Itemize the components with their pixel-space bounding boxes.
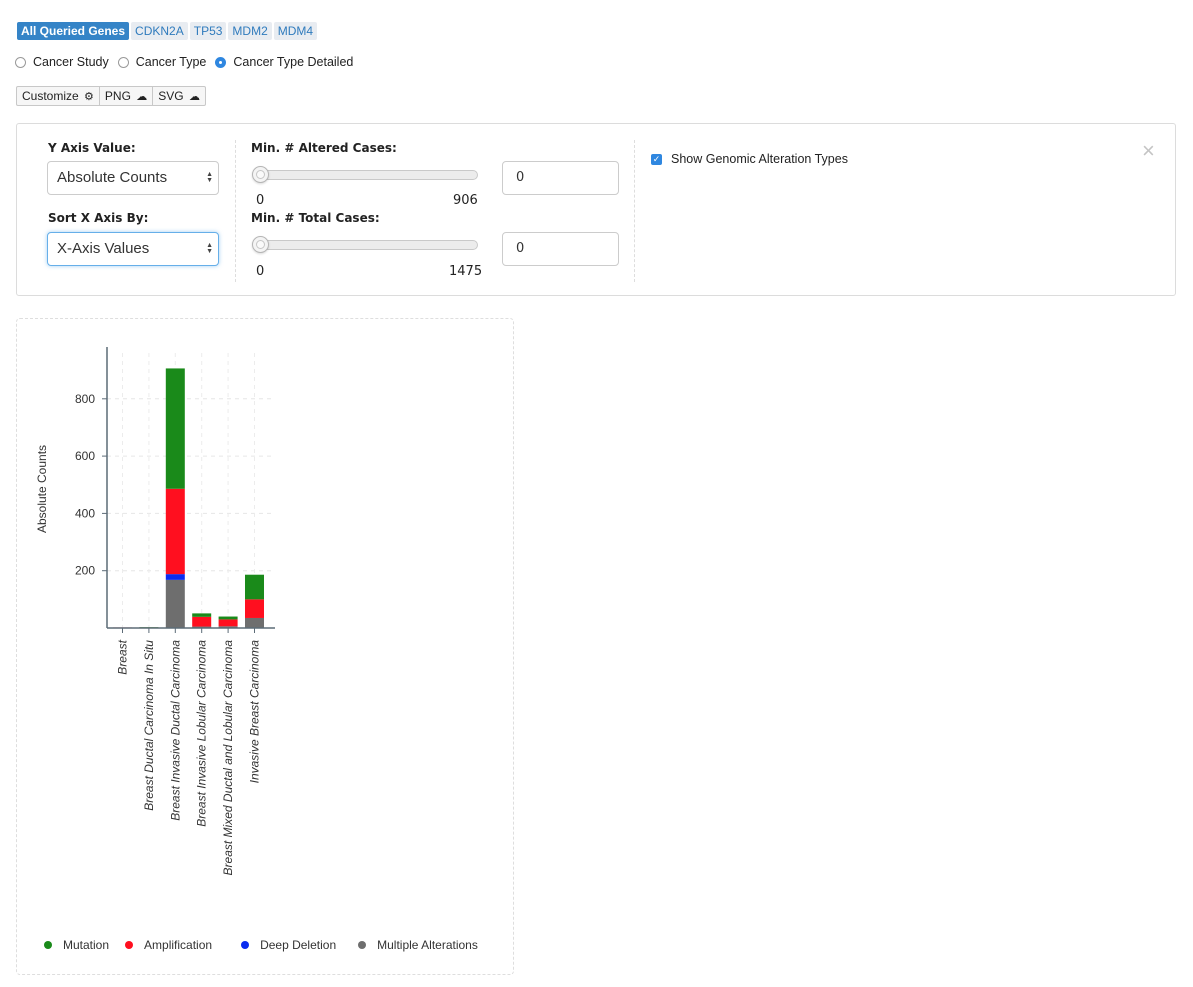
radio-button-selected[interactable] [215, 56, 227, 68]
close-icon[interactable]: × [1142, 138, 1155, 163]
cloud-download-icon: ☁ [136, 91, 148, 103]
y-axis-title: Absolute Counts [35, 445, 49, 533]
legend-label: Multiple Alterations [377, 938, 478, 952]
png-download-button[interactable]: PNG ☁ [98, 86, 154, 106]
bar-segment-amplification [245, 599, 264, 618]
checkbox-checked-icon[interactable]: ✓ [651, 153, 662, 165]
show-alteration-types-label: Show Genomic Alteration Types [671, 152, 848, 166]
cloud-download-icon: ☁ [188, 91, 200, 103]
bar-segment-amplification [218, 619, 238, 627]
x-tick-label: Breast Invasive Lobular Carcinoma [195, 640, 209, 827]
y-axis-select-value: Absolute Counts [57, 169, 168, 186]
divider [235, 140, 236, 282]
divider [634, 140, 635, 282]
svg-download-button[interactable]: SVG ☁ [152, 86, 206, 106]
gene-tab-mdm2[interactable]: MDM2 [228, 22, 272, 40]
min-total-label: Min. # Total Cases: [251, 211, 380, 225]
radio-button[interactable] [15, 56, 26, 68]
min-total-input[interactable]: 0 [502, 232, 619, 266]
legend-dot [44, 941, 52, 949]
bar-segment-multiple-alterations [218, 626, 238, 628]
sort-axis-select[interactable]: X-Axis Values ▲ ▼ [47, 232, 219, 266]
bar-segment-mutation [192, 613, 212, 617]
legend-item-multiple-alterations[interactable]: Multiple Alterations [358, 938, 478, 952]
show-alteration-types-toggle[interactable]: ✓ Show Genomic Alteration Types [651, 152, 848, 166]
chart-settings-panel: Y Axis Value: Absolute Counts ▲ ▼ Sort X … [16, 123, 1176, 296]
legend-item-deep-deletion[interactable]: Deep Deletion [241, 938, 336, 952]
legend-dot [125, 941, 134, 949]
y-tick-label: 200 [75, 564, 95, 578]
legend-dot [241, 941, 250, 949]
bar-segment-multiple-alterations [165, 579, 185, 628]
min-total-slider-max: 1475 [449, 264, 483, 279]
y-axis-select[interactable]: Absolute Counts ▲ ▼ [47, 161, 219, 195]
sort-axis-label: Sort X Axis By: [48, 211, 149, 225]
radio-button[interactable] [117, 56, 129, 68]
min-altered-label: Min. # Altered Cases: [251, 141, 397, 155]
legend-item-amplification[interactable]: Amplification [125, 938, 212, 952]
png-label: PNG [104, 89, 131, 103]
min-total-slider-min: 0 [256, 264, 265, 279]
chart-legend: Mutation Amplification Deep Deletion Mul… [44, 938, 478, 952]
legend-label: Amplification [144, 938, 213, 952]
legend-label: Mutation [63, 938, 110, 952]
bar-segment-amplification [165, 488, 185, 575]
bar-segment-mutation [218, 616, 238, 620]
stacked-bar-chart: 200 400 600 800 Breast Breast Ductal Carcinom… [35, 347, 275, 876]
min-altered-slider-min: 0 [256, 193, 265, 208]
x-tick-label: Invasive Breast Carcinoma [248, 640, 262, 784]
bar-segment-deep-deletion [165, 574, 185, 580]
x-tick-label: Breast Mixed Ductal and Lobular Carcinom… [221, 640, 235, 876]
radio-label: Cancer Type Detailed [233, 55, 354, 69]
x-tick-label: Breast Invasive Ductal Carcinoma [168, 640, 182, 821]
min-altered-slider-handle[interactable] [252, 166, 269, 183]
select-arrows-icon: ▲ ▼ [206, 171, 213, 184]
gene-tab-cdkn2a[interactable]: CDKN2A [131, 22, 188, 40]
legend-dot [358, 941, 367, 949]
min-altered-input[interactable]: 0 [502, 161, 619, 195]
y-axis-label: Y Axis Value: [48, 141, 136, 155]
bar-segment-multiple-alterations [245, 617, 264, 628]
legend-label: Deep Deletion [260, 938, 337, 952]
y-tick-label: 800 [75, 392, 95, 406]
bar-segment-mutation [165, 368, 185, 489]
radio-label: Cancer Study [33, 55, 109, 69]
x-tick-label: Breast [116, 639, 130, 674]
min-altered-slider-max: 906 [453, 193, 478, 208]
gene-tab-all[interactable]: All Queried Genes [17, 22, 130, 40]
gene-tabs: All Queried Genes CDKN2A TP53 MDM2 MDM4 [17, 22, 318, 40]
min-total-slider-track[interactable] [253, 240, 478, 250]
sort-axis-select-value: X-Axis Values [57, 240, 150, 257]
grouping-radio-group: Cancer Study Cancer Type Cancer Type Det… [15, 55, 362, 69]
radio-cancer-study[interactable]: Cancer Study [15, 55, 109, 69]
gear-icon: ⚙ [84, 91, 94, 103]
y-tick-label: 600 [75, 449, 95, 463]
gene-tab-tp53[interactable]: TP53 [189, 22, 227, 40]
x-tick-label: Breast Ductal Carcinoma In Situ [142, 640, 156, 811]
customize-label: Customize [22, 89, 79, 103]
gene-tab-mdm4[interactable]: MDM4 [273, 22, 318, 40]
radio-label: Cancer Type [135, 55, 207, 69]
min-altered-slider-track[interactable] [253, 170, 478, 180]
bar-segment-amplification [192, 616, 212, 627]
select-arrows-icon: ▲ ▼ [206, 242, 213, 255]
download-toolbar: Customize ⚙ PNG ☁ SVG ☁ [16, 86, 206, 106]
svg-label: SVG [158, 89, 184, 103]
bar-segment-mutation [245, 574, 264, 600]
chart-container: 200 400 600 800 Breast Breast Ductal Carcinom… [16, 318, 514, 975]
customize-button[interactable]: Customize ⚙ [16, 86, 100, 106]
min-total-slider-handle[interactable] [252, 236, 269, 253]
y-tick-label: 400 [75, 506, 95, 520]
radio-cancer-type-detailed[interactable]: Cancer Type Detailed [215, 55, 353, 69]
legend-item-mutation[interactable]: Mutation [44, 938, 109, 952]
radio-cancer-type[interactable]: Cancer Type [117, 55, 207, 69]
